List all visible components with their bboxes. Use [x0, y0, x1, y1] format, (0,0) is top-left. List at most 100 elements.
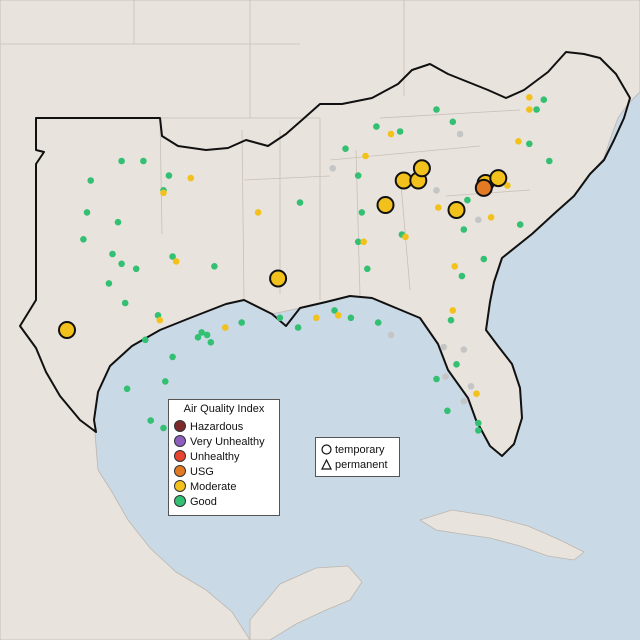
- monitor-marker-none[interactable]: [440, 343, 448, 351]
- monitor-marker-good[interactable]: [147, 417, 154, 424]
- monitor-marker-moderate[interactable]: [362, 152, 369, 160]
- monitor-marker-good[interactable]: [140, 157, 147, 165]
- monitor-marker-good[interactable]: [296, 199, 304, 206]
- monitor-marker-good[interactable]: [123, 385, 131, 393]
- monitor-marker-moderate[interactable]: [451, 263, 459, 270]
- monitor-marker-moderate[interactable]: [156, 316, 164, 324]
- monitor-marker-none[interactable]: [475, 216, 482, 224]
- monitor-marker-moderate[interactable]: [160, 189, 167, 197]
- monitor-marker-good[interactable]: [162, 378, 169, 385]
- monitor-marker-good[interactable]: [165, 172, 173, 179]
- monitor-marker-moderate[interactable]: [334, 312, 342, 319]
- monitor-marker-moderate[interactable]: [515, 138, 522, 145]
- monitor-marker-good[interactable]: [342, 145, 349, 152]
- monitor-marker-good[interactable]: [331, 307, 338, 314]
- monitor-marker-none[interactable]: [387, 331, 395, 339]
- monitor-marker-good[interactable]: [433, 375, 440, 383]
- monitor-marker-good[interactable]: [354, 238, 362, 246]
- monitor-marker-good[interactable]: [396, 128, 404, 135]
- monitor-marker-good[interactable]: [211, 263, 218, 270]
- monitor-marker-good[interactable]: [87, 177, 94, 184]
- monitor-marker-good[interactable]: [194, 334, 202, 341]
- monitor-marker-good[interactable]: [118, 157, 125, 165]
- cuba-island: [419, 509, 585, 561]
- monitor-marker-good[interactable]: [169, 253, 176, 260]
- monitor-marker-none[interactable]: [460, 397, 468, 405]
- monitor-marker-good[interactable]: [109, 250, 116, 258]
- monitor-marker-good[interactable]: [546, 157, 553, 165]
- monitor-marker-good[interactable]: [169, 353, 176, 361]
- monitor-marker-none[interactable]: [329, 165, 337, 172]
- monitor-marker-good[interactable]: [203, 331, 211, 339]
- legend-item-usg: USG: [174, 465, 214, 479]
- monitor-marker-good[interactable]: [526, 140, 533, 148]
- monitor-marker-moderate[interactable]: [526, 106, 533, 113]
- monitor-marker-moderate[interactable]: [376, 196, 395, 214]
- monitor-marker-good[interactable]: [533, 106, 540, 113]
- good-swatch: [174, 495, 186, 507]
- monitor-marker-none[interactable]: [456, 130, 464, 138]
- monitor-marker-moderate[interactable]: [487, 214, 495, 221]
- monitor-marker-good[interactable]: [358, 209, 366, 216]
- monitor-marker-moderate[interactable]: [387, 130, 395, 138]
- monitor-marker-moderate[interactable]: [412, 159, 431, 178]
- legend-label: Hazardous: [190, 421, 244, 433]
- monitor-marker-good[interactable]: [114, 218, 122, 226]
- monitor-marker-good[interactable]: [160, 424, 167, 432]
- legend-label: Very Unhealthy: [190, 436, 265, 448]
- monitor-marker-none[interactable]: [442, 373, 449, 380]
- monitor-marker-moderate[interactable]: [435, 204, 442, 211]
- monitor-marker-moderate[interactable]: [489, 169, 508, 188]
- monitor-marker-moderate[interactable]: [504, 182, 511, 189]
- monitor-marker-good[interactable]: [433, 106, 440, 113]
- monitor-marker-moderate[interactable]: [526, 94, 533, 101]
- monitor-marker-moderate[interactable]: [254, 209, 262, 216]
- monitor-marker-good[interactable]: [83, 209, 91, 216]
- monitor-marker-good[interactable]: [354, 172, 362, 179]
- monitor-marker-good[interactable]: [475, 427, 482, 434]
- monitor-marker-good[interactable]: [238, 319, 245, 326]
- monitor-marker-good[interactable]: [105, 280, 113, 287]
- monitor-marker-moderate[interactable]: [447, 201, 466, 219]
- monitor-marker-moderate[interactable]: [172, 258, 180, 265]
- monitor-marker-moderate[interactable]: [360, 238, 368, 246]
- monitor-marker-good[interactable]: [458, 272, 466, 280]
- monitor-marker-good[interactable]: [464, 196, 471, 204]
- monitor-marker-moderate[interactable]: [58, 321, 76, 339]
- monitor-marker-good[interactable]: [516, 221, 524, 228]
- monitor-marker-good[interactable]: [121, 299, 129, 307]
- circle-icon: [321, 444, 332, 455]
- monitor-marker-good[interactable]: [447, 316, 455, 324]
- monitor-marker-good[interactable]: [444, 407, 451, 415]
- monitor-marker-good[interactable]: [142, 336, 149, 344]
- monitor-marker-good[interactable]: [80, 236, 87, 243]
- monitor-marker-good[interactable]: [540, 96, 548, 103]
- monitor-marker-good[interactable]: [480, 255, 488, 263]
- monitor-marker-moderate[interactable]: [449, 307, 457, 314]
- monitor-marker-none[interactable]: [467, 383, 475, 390]
- monitor-marker-moderate[interactable]: [402, 233, 409, 241]
- monitor-marker-good[interactable]: [118, 260, 125, 268]
- monitor-marker-good[interactable]: [460, 226, 468, 233]
- monitor-marker-good[interactable]: [449, 118, 457, 126]
- monitor-marker-good[interactable]: [364, 265, 371, 273]
- monitor-marker-good[interactable]: [373, 123, 380, 130]
- monitor-marker-usg[interactable]: [474, 178, 493, 197]
- monitor-marker-moderate[interactable]: [222, 324, 229, 331]
- monitor-marker-good[interactable]: [475, 419, 482, 427]
- monitor-marker-good[interactable]: [453, 361, 460, 368]
- monitor-marker-moderate[interactable]: [473, 390, 480, 398]
- monitor-marker-good[interactable]: [207, 339, 215, 346]
- monitor-marker-none[interactable]: [460, 346, 468, 353]
- monitor-marker-good[interactable]: [374, 319, 382, 326]
- yucatan-peninsula: [249, 565, 363, 640]
- monitor-marker-good[interactable]: [198, 329, 205, 336]
- monitor-marker-good[interactable]: [347, 314, 355, 322]
- monitor-marker-good[interactable]: [276, 314, 284, 322]
- monitor-marker-moderate[interactable]: [269, 269, 288, 288]
- monitor-marker-good[interactable]: [132, 265, 140, 273]
- monitor-marker-none[interactable]: [433, 187, 440, 194]
- monitor-marker-moderate[interactable]: [313, 314, 320, 322]
- monitor-marker-moderate[interactable]: [187, 174, 195, 182]
- monitor-marker-good[interactable]: [294, 324, 302, 331]
